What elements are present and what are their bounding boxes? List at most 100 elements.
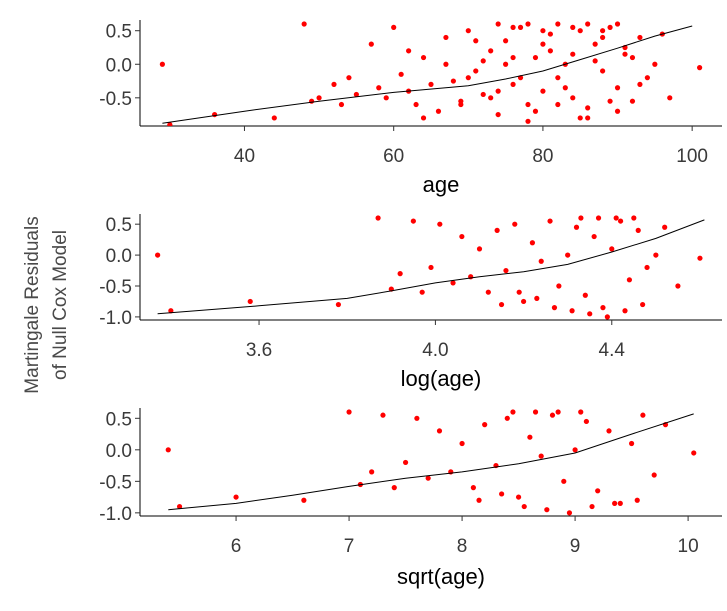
panel-2-data-point (662, 224, 668, 230)
panel-3-data-point (527, 434, 533, 440)
panel-1-data-point (570, 51, 576, 57)
panel-3-data-point (640, 412, 646, 418)
panel-3-data-point (595, 488, 601, 494)
panel-1-data-point (450, 78, 456, 84)
panel-3-ytick-label: -1.0 (99, 504, 132, 525)
panel-1-data-point (443, 61, 449, 67)
panel-3-smooth-line (168, 413, 694, 511)
panel-2-data-point (631, 215, 637, 221)
panel-2-data-point (622, 308, 628, 314)
panel-1-data-point (644, 75, 650, 81)
panel-3-data-point (555, 409, 561, 415)
panel-3-data-point (544, 507, 550, 513)
panel-3-data-point (561, 478, 567, 484)
panel-1: 0.5 0.0 -0.5 40 60 80 100 age (99, 20, 722, 197)
shared-ylabel-line1: Martingale Residuals (22, 216, 43, 393)
panel-2-data-point (609, 246, 615, 252)
panel-2-data-point (617, 218, 624, 224)
panel-3-data-point (606, 428, 612, 434)
panel-2-data-point (600, 305, 606, 311)
panel-2-ytick-label: -0.5 (99, 277, 132, 298)
panel-1-data-point (510, 54, 516, 61)
panel-1-data-point (488, 48, 494, 54)
panel-2-data-point (534, 295, 540, 301)
panel-2-data-point (556, 283, 562, 289)
panel-2-ytick-label: -1.0 (99, 308, 132, 329)
panel-1-data-point (525, 101, 531, 108)
panel-1-xtick-label: 40 (234, 146, 255, 167)
panel-3-data-point (617, 500, 623, 506)
panel-1-data-point (600, 68, 606, 74)
panel-2-data-point (635, 227, 641, 233)
panel-3-data-point (476, 497, 482, 503)
panel-1-data-point (495, 111, 501, 118)
panel-1-data-point (435, 108, 442, 114)
panel-3-data-point (436, 428, 443, 434)
panel-1-data-point (577, 28, 583, 34)
panel-3-data-point (459, 440, 465, 447)
panel-2-data-point (595, 215, 602, 221)
panel-3-data-point (346, 409, 352, 415)
panel-3-data-point (572, 447, 578, 453)
panel-1-data-point (622, 51, 628, 57)
panel-1-data-point (577, 115, 583, 121)
panel-1-ytick-label: 0.5 (106, 22, 132, 43)
panel-1-xtick-label: 100 (676, 146, 708, 167)
panel-3-xtick-label: 7 (344, 536, 355, 557)
panel-1-data-point (517, 24, 524, 30)
panel-1-data-point (592, 58, 598, 64)
panel-1-data-point (570, 24, 576, 30)
shared-y-axis-label: Martingale Residuals of Null Cox Model (22, 216, 71, 393)
panel-1-data-point (368, 41, 374, 47)
panel-2-data-point (640, 301, 646, 308)
panel-1-data-point (495, 88, 501, 94)
panel-1-data-point (697, 65, 703, 71)
panel-3-data-point (233, 494, 239, 500)
panel-1-data-point (338, 101, 345, 108)
panel-1-data-point (607, 98, 613, 104)
panel-3-data-point (651, 472, 657, 478)
panel-3-data-point (578, 409, 584, 415)
panel-1-data-point (614, 108, 621, 114)
panel-1-data-point (592, 41, 598, 47)
panel-1-data-point (465, 75, 471, 81)
panel-1-data-point (510, 81, 516, 87)
panel-1-data-point (585, 115, 591, 121)
panel-2-data-point (485, 289, 491, 295)
panel-2-data-point (437, 221, 443, 227)
panel-2-data-point (450, 280, 456, 286)
panel-2-data-point (587, 311, 593, 317)
panel-1-data-point (495, 21, 501, 27)
panel-2-data-point (419, 289, 425, 295)
panel-2-data-point (573, 224, 580, 230)
panel-3-data-point (612, 500, 618, 506)
panel-1-data-point (547, 31, 553, 37)
panel-1-data-point (391, 24, 397, 30)
panel-1-data-point (562, 85, 568, 91)
panel-2-data-point (512, 221, 518, 227)
panel-3-data-point (510, 409, 516, 415)
panel-1-data-point (525, 21, 531, 27)
panel-2-data-point (644, 264, 650, 271)
panel-1-data-point (629, 54, 636, 61)
panel-1-data-point (443, 34, 449, 41)
panel-1-data-point (212, 111, 218, 118)
panel-2-data-point (397, 271, 403, 277)
panel-1-xtick-label: 80 (532, 146, 553, 167)
panel-2-data-point (494, 227, 500, 233)
panel-1-data-point (600, 34, 606, 41)
panel-2-data-point (529, 240, 536, 246)
panel-3-data-point (369, 469, 375, 475)
panel-1-data-point (600, 28, 606, 34)
panel-2-data-point (675, 283, 681, 289)
panel-1-data-point (555, 21, 561, 27)
panel-3-data-point (515, 494, 522, 500)
panel-1-data-point (540, 88, 546, 94)
panel-1-data-point (316, 95, 322, 101)
panel-1-data-point (413, 101, 419, 108)
panel-2-data-point (565, 252, 571, 258)
panels: 0.5 0.0 -0.5 40 60 80 100 age 0.5 0.0 -0.5 -1.0 3.6 4… (99, 20, 722, 589)
panel-1-data-point (167, 122, 173, 126)
panel-2-data-point (498, 301, 505, 308)
